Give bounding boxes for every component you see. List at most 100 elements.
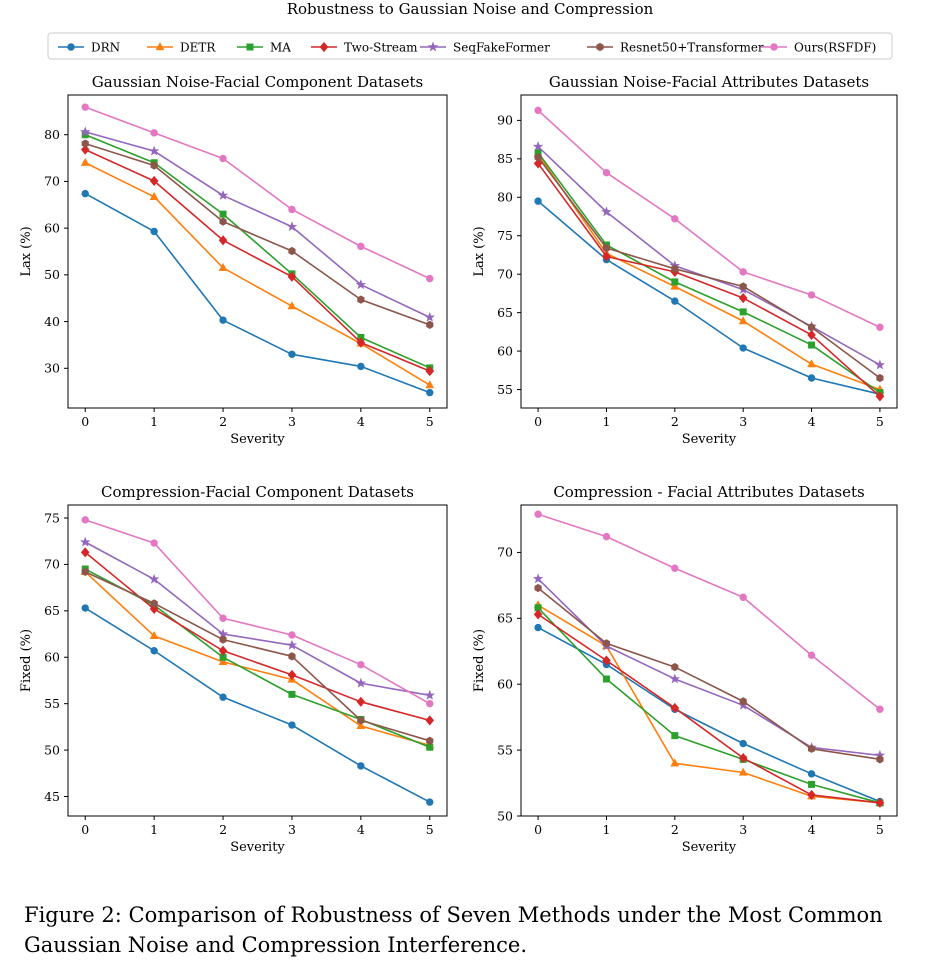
data-point-detr bbox=[425, 380, 435, 389]
x-tick-label: 2 bbox=[219, 822, 227, 837]
data-point-ours-rsfdf bbox=[739, 593, 747, 601]
chart-panel-3: Compression-Facial Component Datasets 0 1 2… bbox=[19, 483, 448, 855]
data-point-resnet50-transformer bbox=[534, 153, 542, 162]
series-drn bbox=[81, 604, 434, 806]
data-point-seqfakeformer bbox=[286, 221, 298, 232]
x-tick-label: 0 bbox=[81, 822, 89, 837]
y-tick-label: 50 bbox=[497, 808, 513, 823]
data-point-drn bbox=[81, 604, 89, 612]
data-point-seqfakeformer bbox=[217, 189, 229, 200]
data-point-two-stream bbox=[875, 391, 885, 402]
data-point-drn bbox=[357, 362, 365, 371]
series-line-ours-rsfdf bbox=[537, 109, 881, 328]
data-point-ma bbox=[808, 341, 816, 349]
data-point-ma bbox=[288, 690, 296, 698]
x-tick-label: 3 bbox=[288, 822, 296, 837]
data-point-ours-rsfdf bbox=[602, 168, 611, 177]
data-point-ours-rsfdf bbox=[150, 129, 158, 137]
legend-label-two-stream: Two-Stream bbox=[344, 40, 418, 54]
series-detr bbox=[533, 600, 885, 806]
chart-panels: Gaussian Noise-Facial Component Datasets… bbox=[19, 73, 898, 855]
data-point-drn bbox=[534, 623, 542, 632]
x-tick-label: 1 bbox=[602, 822, 610, 837]
y-tick-label: 80 bbox=[497, 190, 513, 205]
legend-label-drn: DRN bbox=[91, 40, 120, 54]
y-tick-label: 65 bbox=[44, 603, 60, 618]
data-point-seqfakeformer bbox=[669, 673, 681, 684]
series-resnet50-transformer bbox=[534, 583, 884, 764]
data-point-ours-rsfdf bbox=[602, 532, 611, 541]
series-line-seqfakeformer bbox=[537, 145, 881, 366]
data-point-seqfakeformer bbox=[355, 677, 367, 688]
x-axis-label: Severity bbox=[682, 432, 737, 447]
x-tick-label: 5 bbox=[426, 414, 434, 429]
x-tick-label: 5 bbox=[426, 822, 434, 837]
data-point-ours-rsfdf bbox=[876, 323, 884, 331]
data-point-two-stream bbox=[425, 366, 435, 377]
data-point-ours-rsfdf bbox=[357, 242, 365, 251]
series-seqfakeformer bbox=[80, 536, 435, 700]
legend-marker-drn bbox=[67, 43, 75, 51]
series-detr bbox=[533, 149, 885, 393]
x-axis-label: Severity bbox=[682, 840, 737, 855]
data-point-two-stream bbox=[738, 292, 748, 304]
legend-label-seqfakeformer: SeqFakeFormer bbox=[453, 40, 550, 54]
data-point-ours-rsfdf bbox=[81, 103, 89, 111]
data-point-two-stream bbox=[875, 797, 885, 808]
data-point-resnet50-transformer bbox=[426, 736, 434, 745]
x-tick-label: 3 bbox=[288, 414, 296, 429]
data-point-ours-rsfdf bbox=[426, 699, 434, 708]
data-point-two-stream bbox=[807, 329, 816, 341]
x-tick-label: 1 bbox=[602, 414, 610, 429]
data-point-drn bbox=[288, 721, 296, 729]
data-point-ours-rsfdf bbox=[671, 215, 679, 223]
x-axis-label: Severity bbox=[230, 840, 285, 855]
series-seqfakeformer bbox=[80, 126, 435, 322]
data-point-ma bbox=[534, 604, 542, 612]
chart-title: Gaussian Noise-Facial Component Datasets bbox=[92, 73, 423, 91]
data-point-detr bbox=[670, 281, 680, 290]
data-point-detr bbox=[218, 262, 228, 271]
y-tick-label: 60 bbox=[44, 220, 60, 235]
legend-frame bbox=[47, 32, 893, 60]
series-ma bbox=[81, 131, 434, 372]
series-line-two-stream bbox=[84, 551, 430, 722]
series-line-ma bbox=[537, 607, 881, 804]
data-point-seqfakeformer bbox=[286, 639, 298, 650]
data-point-resnet50-transformer bbox=[357, 295, 365, 304]
chart-title: Compression-Facial Component Datasets bbox=[101, 483, 414, 501]
data-point-seqfakeformer bbox=[874, 359, 886, 370]
y-tick-label: 70 bbox=[44, 557, 60, 572]
data-point-two-stream bbox=[218, 235, 228, 246]
data-point-ours-rsfdf bbox=[426, 274, 434, 283]
y-tick-label: 45 bbox=[44, 789, 60, 804]
x-tick-label: 0 bbox=[534, 414, 542, 429]
data-point-detr bbox=[287, 301, 297, 310]
y-axis-label: Lax (%) bbox=[19, 226, 34, 276]
data-point-seqfakeformer bbox=[355, 279, 367, 290]
series-line-two-stream bbox=[537, 162, 881, 398]
x-axis-label: Severity bbox=[230, 432, 285, 447]
data-point-resnet50-transformer bbox=[876, 755, 884, 764]
data-point-resnet50-transformer bbox=[150, 161, 158, 170]
series-line-resnet50-transformer bbox=[84, 571, 430, 742]
series-line-ma bbox=[537, 152, 881, 394]
series-line-two-stream bbox=[84, 148, 431, 372]
chart-panel-2: Gaussian Noise-Facial Attributes Dataset… bbox=[472, 73, 898, 447]
series-line-resnet50-transformer bbox=[537, 587, 881, 761]
data-point-resnet50-transformer bbox=[671, 264, 679, 273]
series-ours-rsfdf bbox=[81, 103, 434, 283]
data-point-seqfakeformer bbox=[532, 573, 544, 584]
data-point-resnet50-transformer bbox=[357, 716, 365, 725]
data-point-two-stream bbox=[356, 696, 366, 707]
data-point-resnet50-transformer bbox=[288, 652, 296, 661]
data-point-drn bbox=[81, 189, 89, 198]
data-point-ma bbox=[671, 278, 679, 286]
series-ma bbox=[534, 149, 884, 397]
series-line-seqfakeformer bbox=[85, 131, 431, 319]
series-seqfakeformer bbox=[532, 573, 886, 760]
data-point-seqfakeformer bbox=[80, 126, 91, 137]
series-ours-rsfdf bbox=[534, 106, 884, 331]
x-tick-label: 1 bbox=[150, 822, 158, 837]
data-point-ours-rsfdf bbox=[357, 660, 365, 669]
